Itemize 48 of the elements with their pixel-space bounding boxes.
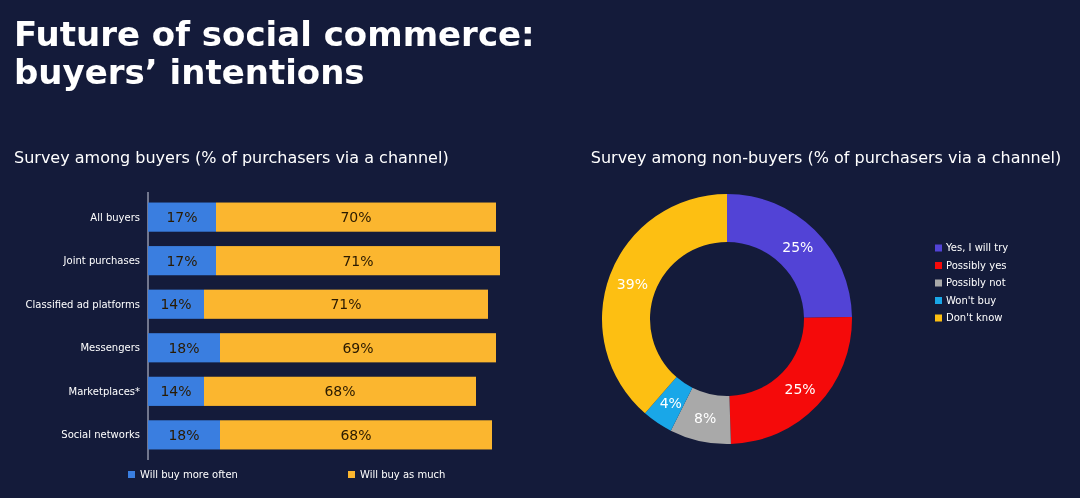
y-tick-label: Classified ad platforms <box>25 298 140 310</box>
data-label: 17% <box>166 252 198 269</box>
legend-label: Don't know <box>946 312 1003 324</box>
y-tick-label: Joint purchases <box>62 255 140 267</box>
chart-title: Future of social commerce: buyers’ intentions <box>14 14 535 92</box>
legend-label: Will buy as much <box>360 469 446 480</box>
data-label: 25% <box>782 238 814 255</box>
data-label: 68% <box>324 383 356 400</box>
donut-slice <box>602 194 727 414</box>
bar <box>148 246 216 276</box>
data-label: 18% <box>168 339 200 356</box>
data-label: 68% <box>340 426 372 443</box>
legend-label: Yes, I will try <box>945 242 1009 254</box>
bar <box>148 289 204 319</box>
data-label: 71% <box>330 296 362 313</box>
bar <box>220 420 492 450</box>
legend-label: Will buy more often <box>140 469 238 480</box>
y-tick-label: All buyers <box>90 211 140 223</box>
data-label: 18% <box>168 426 200 443</box>
bar <box>148 333 220 363</box>
data-label: 70% <box>340 209 372 226</box>
chart-title: Survey among non-buyers (% of purchasers via a channel) <box>590 148 1062 167</box>
data-label: 25% <box>784 380 816 397</box>
data-label: 14% <box>160 383 192 400</box>
donut-slice <box>729 317 852 444</box>
bar <box>148 202 216 232</box>
bar <box>148 420 220 450</box>
bar <box>220 333 496 363</box>
data-label: 14% <box>160 296 192 313</box>
data-label: 17% <box>166 209 198 226</box>
legend-label: Won't buy <box>946 294 997 306</box>
bar <box>216 202 496 232</box>
bar <box>216 246 500 276</box>
y-tick-label: Social networks <box>61 429 140 441</box>
legend-label: Possibly yes <box>946 259 1007 271</box>
data-label: 8% <box>694 409 717 426</box>
data-label: 69% <box>342 339 374 356</box>
y-tick-label: Messengers <box>80 342 140 354</box>
bar <box>148 376 204 406</box>
data-label: 71% <box>342 252 374 269</box>
chart-subtitle: Survey among buyers (% of purchasers via a channel) <box>14 148 449 167</box>
donut-slice <box>727 194 852 318</box>
data-label: 4% <box>659 394 682 411</box>
data-label: 39% <box>616 275 648 292</box>
legend-label: Possibly not <box>946 277 1006 289</box>
y-tick-label: Marketplaces* <box>68 385 140 397</box>
bar <box>204 289 488 319</box>
bar <box>204 376 476 406</box>
